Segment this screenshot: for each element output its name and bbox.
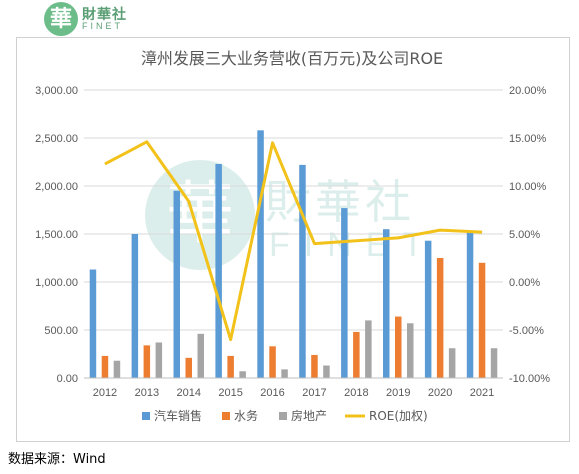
bar-real-estate <box>407 323 414 378</box>
chart-title: 漳州发展三大业务营收(百万元)及公司ROE <box>141 49 443 68</box>
bar-real-estate <box>365 320 372 378</box>
y-left-tick-label: 2,500.00 <box>35 133 78 145</box>
x-axis: 2012 2013 2014 2015 2016 2017 2018 2019 2020 2021 <box>84 377 503 399</box>
legend-label: ROE(加权) <box>369 409 428 423</box>
x-tick-label: 2016 <box>260 387 284 399</box>
bar-water <box>269 346 276 378</box>
bar-auto-sales <box>466 232 474 378</box>
bar-auto-sales <box>257 130 264 378</box>
bar-series <box>89 130 498 378</box>
bar-real-estate <box>448 348 456 378</box>
finet-logo: 華 財華社 FINET <box>44 2 132 36</box>
x-tick-label: 2020 <box>428 387 452 399</box>
bar-water <box>436 258 444 378</box>
logo-english-name: FINET <box>82 21 123 31</box>
y-right-tick-label: -10.00% <box>509 373 550 385</box>
bar-auto-sales <box>215 163 222 378</box>
y-axis-left: 0.00 500.00 1,000.00 1,500.00 2,000.00 2,500.… <box>35 85 78 385</box>
x-tick-label: 2021 <box>470 387 494 399</box>
bar-water <box>478 262 486 378</box>
y-left-tick-label: 0.00 <box>57 373 78 385</box>
y-right-tick-label: 20.00% <box>509 85 547 97</box>
bar-auto-sales <box>173 190 180 378</box>
bar-real-estate <box>197 333 204 378</box>
x-tick-label: 2018 <box>344 387 368 399</box>
roe-line-series <box>104 140 483 342</box>
legend-label: 水务 <box>234 408 258 423</box>
bar-auto-sales <box>299 164 306 378</box>
bar-auto-sales <box>424 240 432 378</box>
bar-auto-sales <box>383 229 390 378</box>
x-tick-label: 2012 <box>93 387 117 399</box>
y-left-tick-label: 2,000.00 <box>35 181 78 193</box>
roe-line <box>104 140 483 342</box>
y-left-tick-label: 3,000.00 <box>35 85 78 97</box>
bar-water <box>353 331 360 378</box>
legend: 汽车销售 水务 房地产 ROE(加权) <box>142 408 428 423</box>
y-axis-right: -10.00% -5.00% 0.00% 5.00% 10.00% 15.00% 20.00… <box>509 85 550 385</box>
bar-real-estate <box>490 348 498 378</box>
x-tick-label: 2013 <box>135 387 159 399</box>
y-left-tick-label: 1,000.00 <box>35 277 78 289</box>
bar-water <box>227 355 234 378</box>
bar-auto-sales <box>341 208 348 378</box>
x-tick-label: 2017 <box>302 387 326 399</box>
y-right-tick-label: 0.00% <box>509 277 540 289</box>
y-left-tick-label: 500.00 <box>44 325 78 337</box>
bar-water <box>143 345 151 378</box>
chart-frame <box>16 37 570 442</box>
bar-auto-sales <box>131 234 139 378</box>
logo-badge-icon: 華 <box>44 2 78 36</box>
legend-label: 汽车销售 <box>154 408 202 423</box>
y-right-tick-label: 10.00% <box>509 181 547 193</box>
bar-real-estate <box>113 360 121 378</box>
y-right-tick-label: 5.00% <box>509 229 540 241</box>
bar-water <box>395 316 402 378</box>
bar-real-estate <box>281 369 288 378</box>
x-tick-label: 2014 <box>177 387 201 399</box>
bar-real-estate <box>239 371 246 378</box>
bar-auto-sales <box>89 269 97 378</box>
x-tick-label: 2019 <box>386 387 410 399</box>
y-right-tick-label: -5.00% <box>509 325 544 337</box>
legend-swatch <box>222 412 230 420</box>
bar-real-estate <box>323 365 330 378</box>
legend-swatch <box>279 412 287 420</box>
y-right-tick-label: 15.00% <box>509 133 547 145</box>
logo-chinese-name: 財華社 <box>82 7 127 23</box>
source-note: 数据来源：Wind <box>8 452 106 467</box>
bar-real-estate <box>155 342 163 378</box>
y-left-tick-label: 1,500.00 <box>35 229 78 241</box>
bar-water <box>101 355 109 378</box>
legend-label: 房地产 <box>291 408 327 423</box>
bar-water <box>185 357 192 378</box>
legend-swatch <box>142 412 150 420</box>
bar-water <box>311 354 318 378</box>
x-tick-label: 2015 <box>218 387 242 399</box>
